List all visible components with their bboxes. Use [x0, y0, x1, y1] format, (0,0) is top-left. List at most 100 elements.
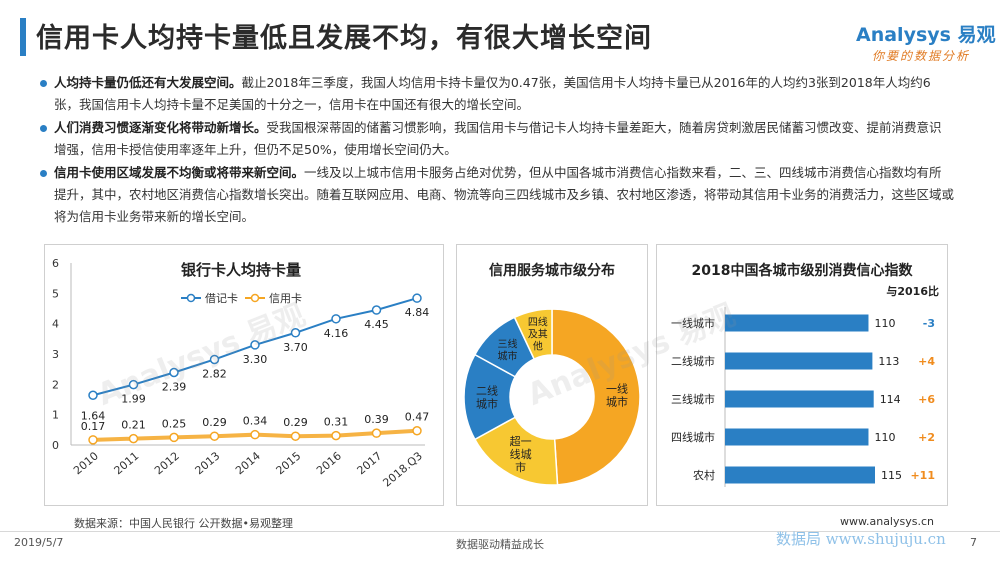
bullet-heading: 信用卡使用区域发展不均衡或将带来新空间。 [54, 165, 305, 180]
data-point [209, 354, 220, 365]
data-label: 4.16 [324, 327, 349, 340]
legend-marker [186, 293, 196, 303]
data-label: 4.84 [405, 306, 430, 319]
y-tick-label: 2 [52, 378, 59, 391]
bullet-item: 人们消费习惯逐渐变化将带动新增长。受我国根深蒂固的储蓄习惯影响，我国信用卡与借记… [40, 117, 954, 161]
data-label: 0.34 [243, 415, 268, 428]
x-tick-label: 2010 [71, 449, 101, 477]
bar [725, 352, 873, 370]
bullet-text: 受我国根深蒂固的储蓄习惯影响，我国信用卡与借记卡人均持卡量差距大，随着房贷刺激居… [54, 120, 942, 157]
line-chart: 银行卡人均持卡量 借记卡 信用卡 0 1 2 3 4 5 6 2010 2011 2012 2013 2… [52, 257, 430, 490]
bullet-dot-icon [40, 170, 47, 177]
y-tick-label: 4 [52, 318, 59, 331]
data-source: 数据来源：中国人民银行 公开数据•易观整理 [74, 517, 293, 530]
donut-slice-label: 市 [515, 460, 526, 474]
bar-value-label: 115 [881, 469, 902, 482]
line-chart-title: 银行卡人均持卡量 [181, 261, 301, 279]
legend-label: 信用卡 [269, 292, 302, 305]
bar-chart-marks: 一线城市 110 -3 二线城市 113 +4 三线城市 114 +6 四线城市 110 +2 农村 11… [671, 307, 935, 487]
x-tick-label: 2015 [274, 449, 304, 477]
donut-slice-label: 城市 [606, 394, 628, 408]
data-point [250, 340, 260, 350]
data-point [371, 305, 382, 315]
bullet-dot-icon [40, 125, 47, 132]
bar-change-label: -3 [923, 317, 935, 330]
x-tick-label: 2017 [355, 449, 385, 477]
data-label: 3.70 [283, 341, 308, 354]
data-label: 1.64 [81, 409, 106, 422]
donut-slice-label: 二线 [476, 384, 498, 398]
bullet-item: 信用卡使用区域发展不均衡或将带来新空间。一线及以上城市信用卡服务占绝对优势，但从… [40, 162, 955, 228]
bar [725, 314, 869, 332]
bar-chart: 2018中国各城市级别消费信心指数 与2016比 一线城市 110 -3 二线城市 11… [671, 262, 939, 487]
bullet-text: 一线及以上城市信用卡服务占绝对优势，但从中国各城市消费信心指数来看，二、三、四线… [54, 165, 955, 224]
y-tick-label: 0 [52, 439, 59, 452]
data-label: 1.99 [121, 393, 146, 406]
x-tick-label: 2012 [152, 449, 182, 477]
donut-slice-label: 四线 [528, 316, 548, 329]
bar-category-label: 三线城市 [671, 392, 715, 406]
data-point [169, 432, 179, 443]
line-chart-panel: 银行卡人均持卡量 借记卡 信用卡 0 1 2 3 4 5 6 2010 2011 2012 2013 2… [44, 244, 444, 506]
data-label: 0.29 [202, 416, 227, 429]
footer-url: www.analysys.cn [840, 515, 934, 528]
bar-change-label: +4 [918, 355, 935, 368]
bar-value-label: 110 [874, 431, 895, 444]
donut-chart-title: 信用服务城市级分布 [489, 262, 615, 279]
data-point [128, 433, 139, 444]
legend-marker [250, 293, 260, 303]
data-label: 2.82 [202, 367, 227, 380]
bar-value-label: 113 [878, 355, 899, 368]
data-point [169, 367, 179, 378]
donut-slice-label: 超一 [510, 434, 532, 448]
data-label: 0.39 [364, 413, 389, 426]
data-point [412, 293, 422, 303]
footer-site-watermark: 数据局 www.shujuju.cn [776, 530, 946, 548]
data-point [250, 429, 260, 440]
data-point [412, 425, 422, 436]
legend-label: 借记卡 [205, 292, 238, 305]
analysys-logo: Analysys 易观 你要的数据分析 [848, 20, 996, 70]
donut-slice [551, 308, 641, 486]
bar [725, 428, 869, 446]
footer-date: 2019/5/7 [14, 536, 64, 549]
donut-slice-label: 城市 [476, 397, 498, 411]
title-accent-bar [20, 18, 26, 56]
y-tick-label: 5 [52, 287, 59, 300]
bar-change-label: +2 [918, 431, 935, 444]
logo-sub-text: 你要的数据分析 [872, 49, 971, 63]
footer-divider [0, 531, 1000, 532]
donut-slice-label: 城市 [498, 350, 518, 363]
data-point [371, 428, 382, 438]
data-label: 2.39 [162, 381, 187, 394]
page-number: 7 [970, 536, 977, 549]
bar-change-label: +6 [918, 393, 935, 406]
bar-value-label: 110 [874, 317, 895, 330]
bar-chart-panel: 2018中国各城市级别消费信心指数 与2016比 一线城市 110 -3 二线城市 11… [656, 244, 948, 506]
bar-chart-title: 2018中国各城市级别消费信心指数 [692, 262, 914, 279]
bar-category-label: 二线城市 [671, 354, 715, 368]
donut-slice-label: 线城 [510, 447, 532, 461]
bullet-item: 人均持卡量仍低还有大发展空间。截止2018年三季度，我国人均信用卡持卡量仅为0.… [40, 72, 954, 116]
data-label: 0.31 [324, 416, 349, 429]
data-point [88, 390, 98, 401]
data-point [209, 431, 220, 441]
y-tick-label: 1 [52, 409, 59, 422]
line-chart-legend: 借记卡 信用卡 [181, 292, 302, 305]
data-point [331, 314, 341, 324]
y-tick-label: 3 [52, 348, 59, 361]
footer-slogan: 数据驱动精益成长 [456, 538, 544, 551]
bar-category-label: 四线城市 [671, 430, 715, 444]
donut-slice-label: 一线 [606, 381, 628, 395]
donut-chart-panel: 信用服务城市级分布 一线 城市 超一 线城市二线 城市 三线 城市 四线 及其他 [456, 244, 648, 506]
donut-slice [513, 308, 553, 360]
bar [725, 466, 875, 484]
bar-change-label: +11 [910, 469, 935, 482]
bullet-heading: 人均持卡量仍低还有大发展空间。 [54, 75, 242, 90]
line-chart-marks: 1.64 1.99 2.39 2.82 3.30 3.70 4.16 4.45 4.84 0.17… [81, 293, 430, 445]
bullet-dot-icon [40, 80, 47, 87]
data-label: 0.29 [283, 416, 308, 429]
x-tick-label: 2014 [233, 449, 263, 477]
